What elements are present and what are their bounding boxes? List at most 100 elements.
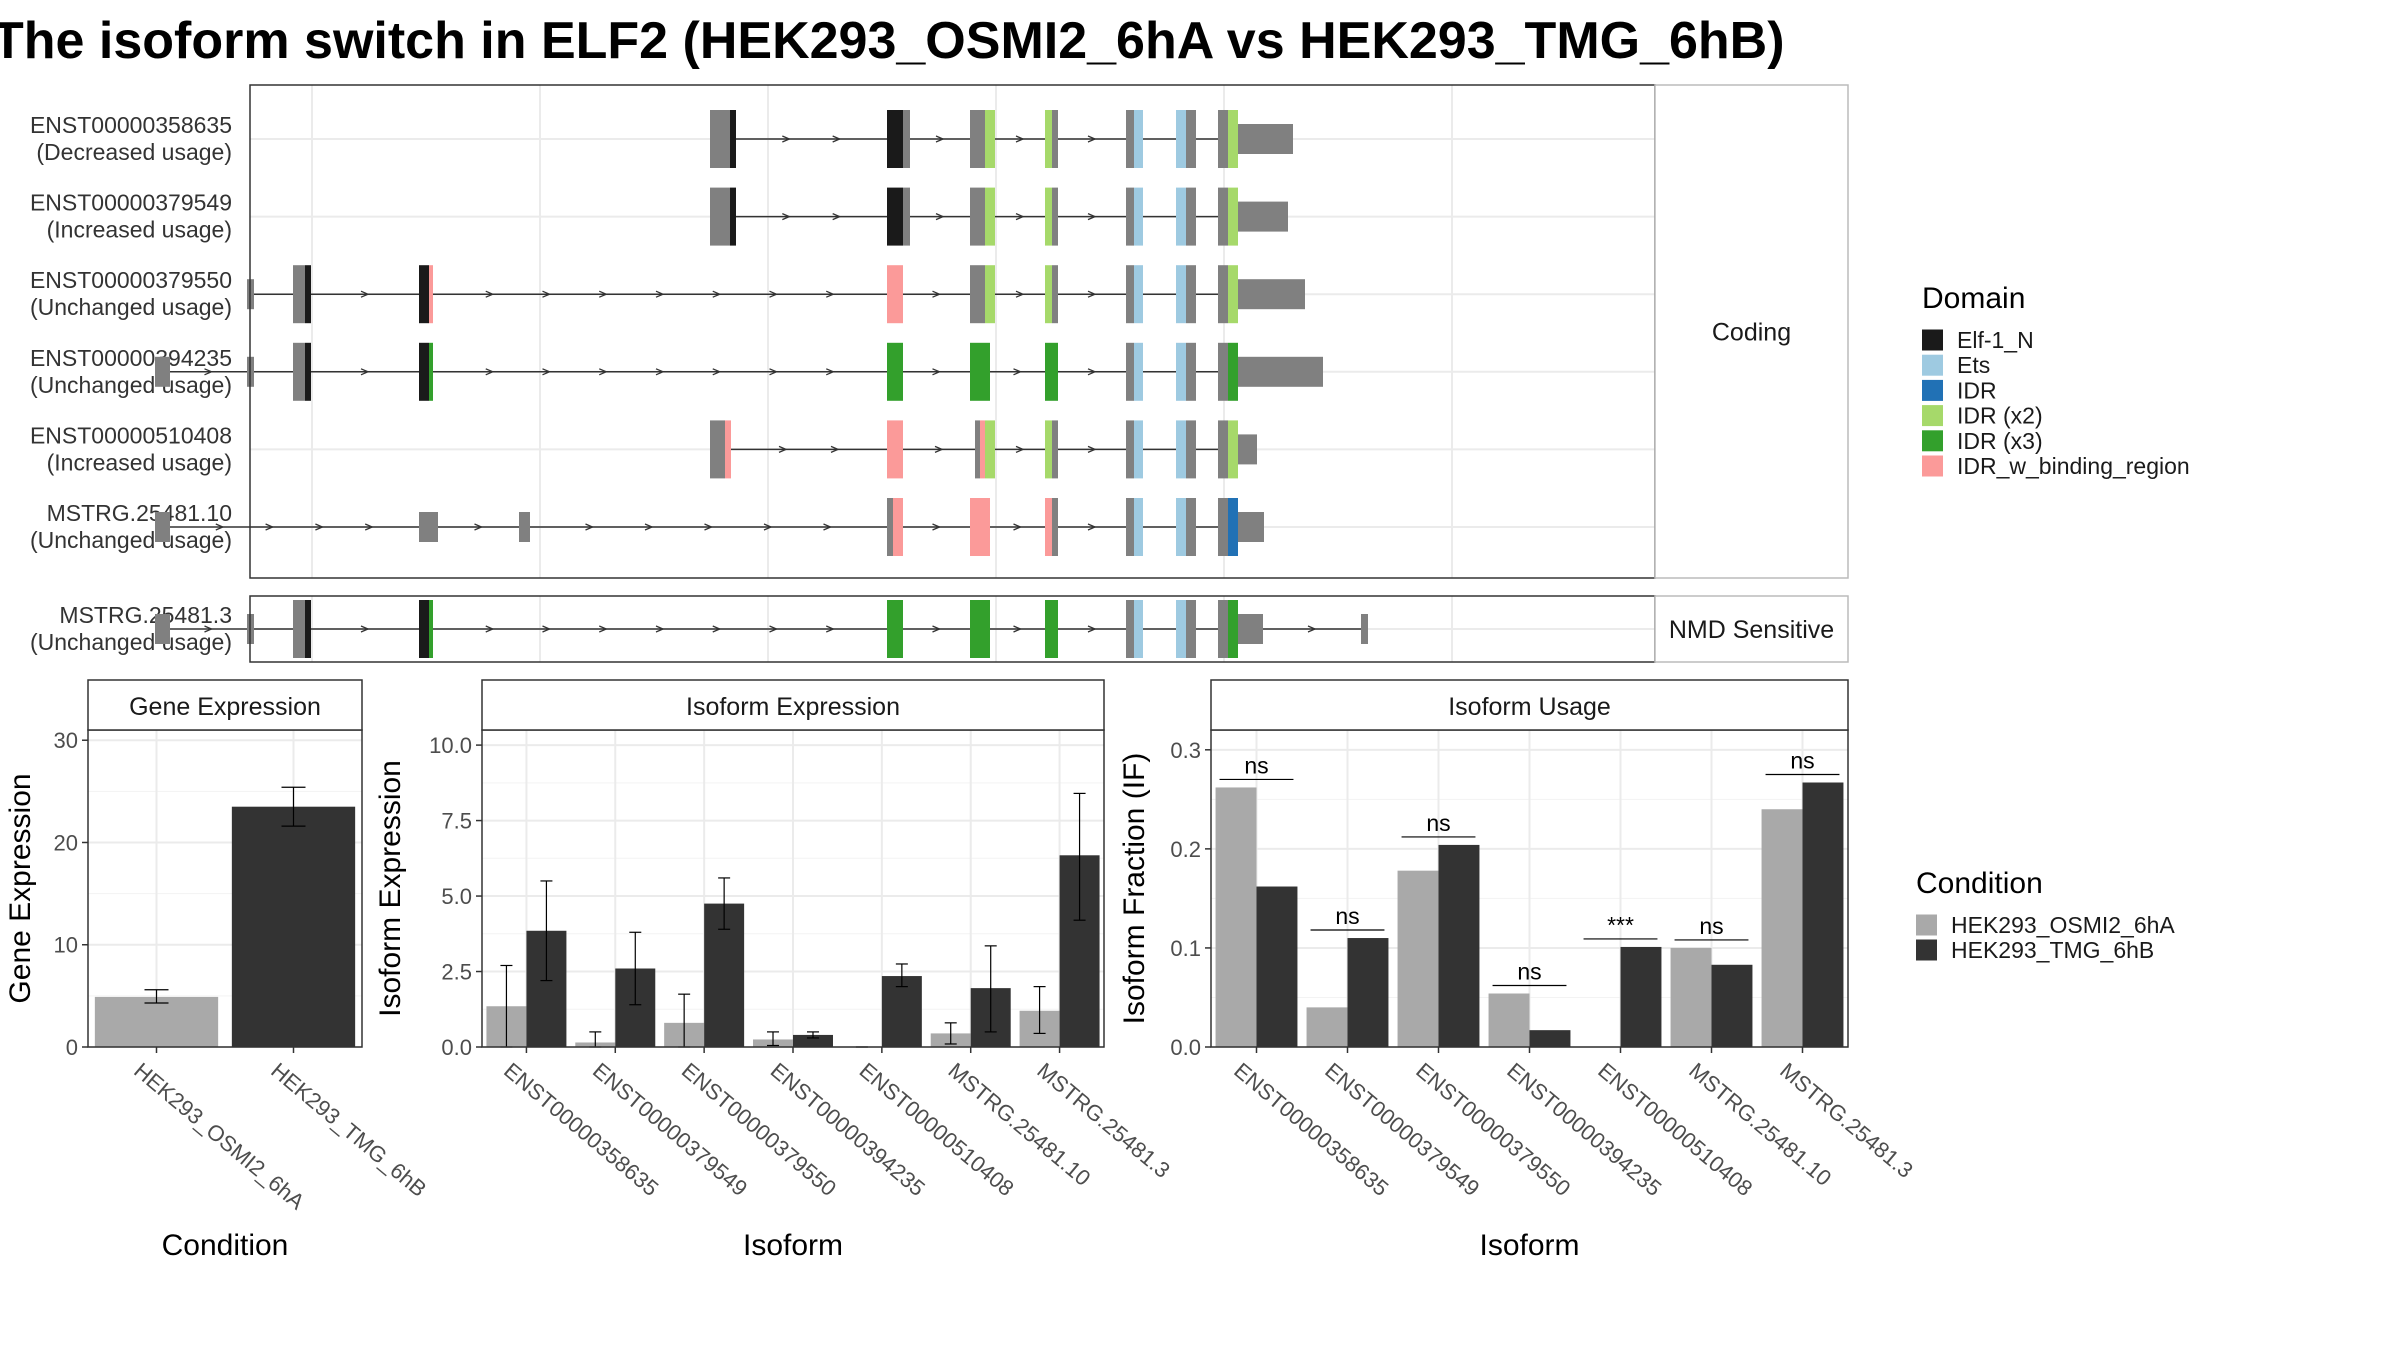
domain-exon bbox=[1045, 187, 1052, 246]
legend-title: Condition bbox=[1916, 867, 2043, 900]
intron-arrow bbox=[485, 625, 495, 633]
intron-arrow bbox=[1087, 625, 1097, 633]
transcript-row: ENST00000379549(Increased usage) bbox=[30, 187, 1288, 246]
utr-exon bbox=[1238, 124, 1293, 154]
transcript-usage-label: (Increased usage) bbox=[47, 449, 232, 475]
bar-ENST00000510408-HEK293_TMG_6hB bbox=[1620, 946, 1662, 1047]
facet-strip-label: Isoform Usage bbox=[1448, 693, 1611, 721]
facet-strip bbox=[481, 679, 1105, 731]
transcript-row: MSTRG.25481.10(Unchanged usage) bbox=[30, 498, 1264, 556]
coding-exon bbox=[887, 498, 893, 556]
legend-label: HEK293_OSMI2_6hA bbox=[1951, 912, 2175, 938]
domain-exon bbox=[429, 600, 433, 658]
intron-arrow bbox=[204, 625, 214, 633]
coding-exon bbox=[293, 600, 305, 658]
intron-arrow bbox=[1013, 523, 1023, 531]
intron-arrow bbox=[542, 368, 552, 376]
intron-arrow bbox=[360, 290, 370, 298]
domain-exon bbox=[305, 342, 311, 401]
domain-exon bbox=[1134, 265, 1143, 324]
intron-arrow bbox=[782, 213, 791, 221]
transcript-id-label: MSTRG.25481.10 bbox=[47, 500, 232, 526]
domain-exon bbox=[887, 265, 903, 324]
x-tick-label: ENST00000358635 bbox=[1229, 1058, 1393, 1201]
coding-exon bbox=[1186, 342, 1196, 401]
transcript-usage-label: (Unchanged usage) bbox=[30, 372, 232, 398]
facet-strip-label: Gene Expression bbox=[129, 693, 321, 721]
transcript-row: ENST00000510408(Increased usage) bbox=[30, 420, 1257, 479]
y-tick-label: 5.0 bbox=[441, 884, 472, 909]
legend-label: Ets bbox=[1957, 352, 1990, 378]
intron-arrow bbox=[825, 368, 835, 376]
domain-exon bbox=[1228, 187, 1238, 246]
significance-label: ns bbox=[1244, 752, 1268, 778]
intron-arrow bbox=[712, 290, 722, 298]
x-tick-label: ENST00000379549 bbox=[1320, 1058, 1484, 1201]
intron-arrow bbox=[1087, 135, 1097, 143]
domain-exon bbox=[305, 265, 311, 324]
y-tick-label: 20 bbox=[54, 830, 78, 855]
domain-exon bbox=[1228, 600, 1238, 658]
figure-title: The isoform switch in ELF2 (HEK293_OSMI2… bbox=[0, 12, 1785, 70]
transcript-id-label: ENST00000510408 bbox=[30, 422, 232, 448]
legend-swatch bbox=[1922, 329, 1943, 351]
legend-label: Elf-1_N bbox=[1957, 327, 2034, 353]
legend-title: Domain bbox=[1922, 282, 2025, 315]
intron-arrow bbox=[1015, 135, 1025, 143]
coding-exon bbox=[1186, 420, 1196, 479]
utr-exon bbox=[419, 512, 438, 542]
coding-exon bbox=[1052, 110, 1058, 168]
intron-arrow bbox=[598, 290, 608, 298]
coding-exon bbox=[1126, 342, 1134, 401]
domain-exon bbox=[1176, 265, 1186, 324]
intron-arrow bbox=[655, 290, 665, 298]
x-tick-label: ENST00000394235 bbox=[766, 1058, 930, 1201]
coding-exon bbox=[970, 110, 985, 168]
coding-exon bbox=[1218, 342, 1228, 401]
intron-arrow bbox=[215, 523, 225, 531]
coding-exon bbox=[1126, 600, 1134, 658]
legend-swatch bbox=[1922, 354, 1943, 376]
coding-exon bbox=[1218, 498, 1228, 556]
bar-chart-panels: 0102030HEK293_OSMI2_6hAHEK293_TMG_6hBGen… bbox=[4, 679, 1918, 1262]
coding-exon bbox=[903, 187, 910, 246]
y-tick-label: 10 bbox=[54, 933, 78, 958]
intron-arrow bbox=[485, 368, 495, 376]
domain-exon bbox=[1176, 187, 1186, 246]
domain-exon bbox=[887, 420, 903, 479]
domain-exon bbox=[1134, 600, 1143, 658]
coding-exon bbox=[975, 420, 980, 479]
domain-exon bbox=[305, 600, 311, 658]
intron-arrow bbox=[204, 368, 214, 376]
domain-exon bbox=[893, 498, 903, 556]
coding-exon bbox=[1218, 110, 1228, 168]
transcript-usage-label: (Increased usage) bbox=[47, 217, 232, 243]
domain-exon bbox=[429, 265, 433, 324]
bar-ENST00000510408-HEK293_TMG_6hB bbox=[881, 976, 922, 1047]
intron-arrow bbox=[778, 445, 788, 453]
coding-exon bbox=[710, 187, 730, 246]
x-axis-title: Condition bbox=[162, 1229, 289, 1262]
bar-ENST00000358635-HEK293_OSMI2_6hA bbox=[1215, 787, 1257, 1047]
intron-arrow bbox=[825, 290, 835, 298]
coding-exon bbox=[1186, 110, 1196, 168]
intron-arrow bbox=[1015, 290, 1025, 298]
coding-exon bbox=[1186, 265, 1196, 324]
intron-arrow bbox=[769, 368, 779, 376]
intron-arrow bbox=[935, 135, 945, 143]
x-tick-label: ENST00000379549 bbox=[588, 1058, 752, 1201]
legend-swatch bbox=[1922, 379, 1943, 401]
utr-exon bbox=[1238, 614, 1263, 644]
intron-arrow bbox=[832, 135, 842, 143]
domain-exon bbox=[1228, 420, 1238, 479]
bar-MSTRG.25481.3-HEK293_OSMI2_6hA bbox=[1761, 809, 1803, 1047]
intron-arrow bbox=[542, 625, 552, 633]
intron-arrow bbox=[1087, 523, 1097, 531]
intron-arrow bbox=[1087, 368, 1097, 376]
coding-exon bbox=[710, 110, 730, 168]
domain-exon bbox=[887, 600, 903, 658]
coding-exon bbox=[1052, 265, 1058, 324]
coding-exon bbox=[293, 342, 305, 401]
intron-arrow bbox=[932, 625, 942, 633]
